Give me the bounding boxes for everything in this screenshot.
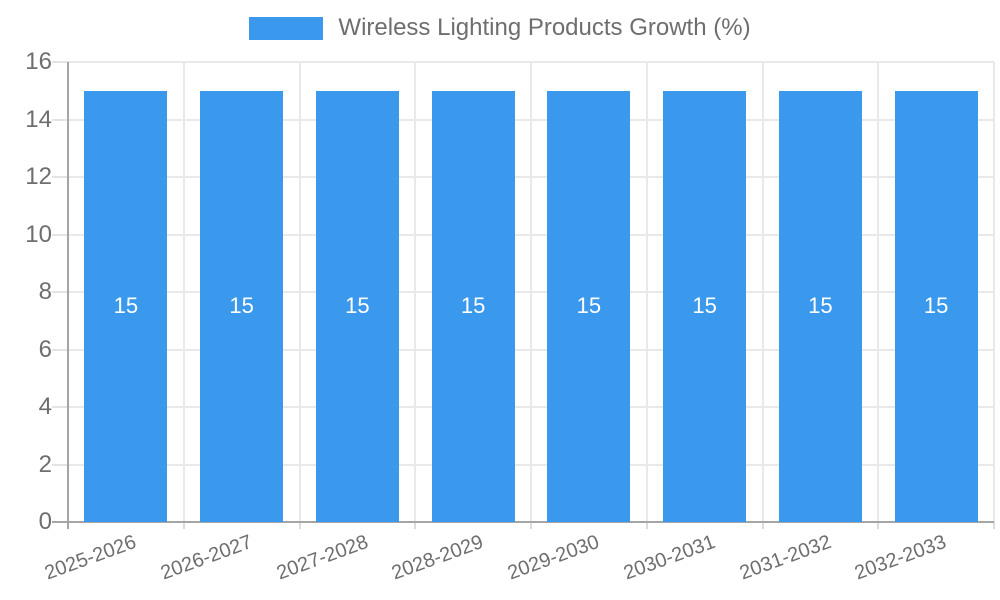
bar-2025-2026[interactable]: 15 [84,90,168,522]
x-tick-label: 2027-2028 [273,531,371,585]
bar-value-label: 15 [229,293,254,319]
bar-2032-2033[interactable]: 15 [894,90,978,522]
legend[interactable]: Wireless Lighting Products Growth (%) [0,14,1000,42]
plot-area: 15 15 15 15 15 15 15 15 [52,61,995,529]
bar-value-label: 15 [692,293,717,319]
y-tick-mark [52,348,68,351]
gridline-vertical [530,62,532,522]
x-tick-label: 2028-2029 [389,531,487,585]
x-tick-mark [761,522,764,529]
y-tick-mark [52,233,68,236]
gridline-vertical [761,62,764,522]
y-tick-label: 2 [38,450,52,478]
legend-label[interactable]: Wireless Lighting Products Growth (%) [338,14,751,41]
y-tick-mark [52,176,68,178]
gridline-vertical [877,62,880,522]
x-tick-mark [877,522,880,529]
x-tick-label: 2031-2032 [736,531,834,585]
x-tick-mark [67,522,69,529]
y-tick-label: 4 [38,393,52,420]
gridline-vertical [182,62,185,522]
x-tick-mark [645,522,648,529]
bar-2028-2029[interactable]: 15 [431,90,515,522]
y-tick-mark [52,118,68,121]
x-tick-label: 2032-2033 [852,531,950,585]
y-axis-line [67,62,69,522]
x-tick-label: 2030-2031 [620,531,719,585]
y-tick-label: 0 [38,508,52,535]
y-tick-mark [52,61,68,63]
bar-value-label: 15 [576,293,602,319]
y-tick-mark [52,406,68,408]
y-tick-mark [52,291,68,293]
bar-2026-2027[interactable]: 15 [200,90,284,522]
x-tick-label: 2029-2030 [504,531,603,585]
bar-value-label: 15 [113,293,139,319]
x-tick-mark [298,522,301,529]
x-axis-line [52,521,994,523]
gridline-vertical [414,62,417,522]
x-tick-label: 2026-2027 [157,531,256,585]
bar-value-label: 15 [345,293,370,319]
x-tick-mark [993,522,995,529]
x-tick-mark [414,522,417,529]
y-tick-label: 8 [38,278,52,305]
legend-swatch[interactable] [249,16,324,40]
bar-2030-2031[interactable]: 15 [663,90,747,522]
y-tick-label: 6 [38,335,52,363]
bar-2027-2028[interactable]: 15 [315,90,399,522]
bar-value-label: 15 [923,293,949,319]
bar-2031-2032[interactable]: 15 [778,90,862,522]
y-tick-mark [52,463,68,466]
y-tick-label: 10 [25,220,52,248]
bar-value-label: 15 [460,293,486,319]
x-tick-label: 2025-2026 [41,531,140,585]
x-tick-mark [182,522,185,529]
x-tick-mark [530,522,532,529]
gridline-vertical [645,62,648,522]
bar-value-label: 15 [808,293,833,319]
gridline-vertical [993,62,995,522]
gridline-vertical [298,62,301,522]
y-tick-label: 14 [25,105,52,133]
y-tick-label: 12 [25,163,52,190]
bar-2029-2030[interactable]: 15 [547,90,631,522]
y-tick-label: 16 [25,48,52,75]
